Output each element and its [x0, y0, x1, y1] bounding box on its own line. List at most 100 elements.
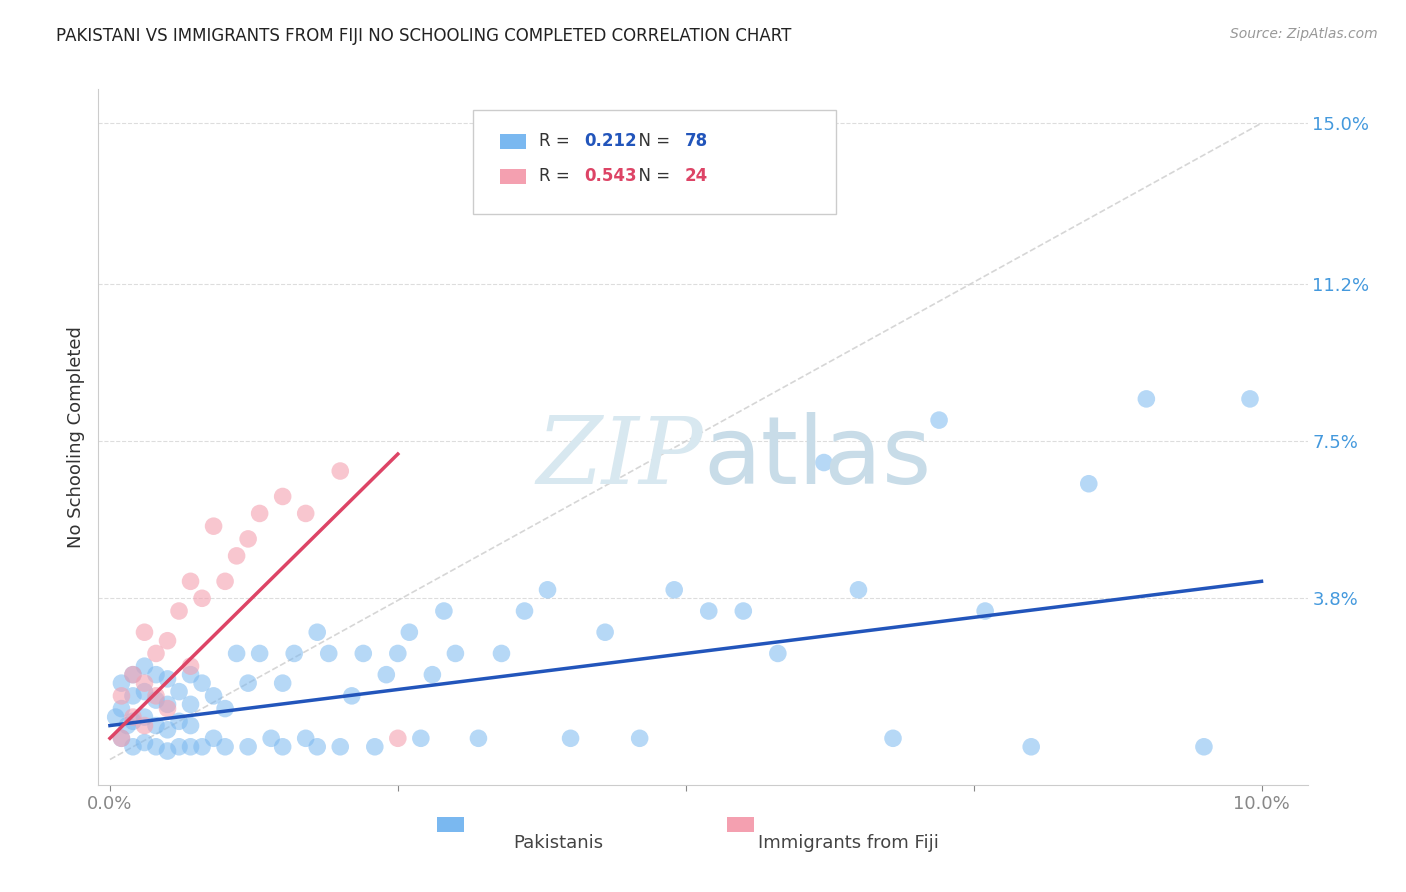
Point: [180, 659, 202, 673]
Point: [156, 744, 179, 758]
Point: [122, 710, 145, 724]
Point: [134, 710, 156, 724]
Point: [167, 739, 190, 754]
Point: [134, 684, 156, 698]
Point: [110, 731, 132, 746]
Point: [180, 718, 202, 732]
Point: [122, 689, 145, 703]
Point: [191, 591, 214, 606]
Point: [236, 676, 259, 690]
Point: [134, 625, 156, 640]
Point: [294, 507, 316, 521]
Point: [271, 490, 294, 504]
FancyBboxPatch shape: [501, 134, 526, 149]
FancyBboxPatch shape: [437, 817, 464, 832]
Point: [191, 739, 214, 754]
Point: [167, 604, 190, 618]
Point: [283, 647, 305, 661]
Text: PAKISTANI VS IMMIGRANTS FROM FIJI NO SCHOOLING COMPLETED CORRELATION CHART: PAKISTANI VS IMMIGRANTS FROM FIJI NO SCH…: [56, 27, 792, 45]
Point: [409, 731, 432, 746]
Point: [422, 667, 444, 681]
Point: [110, 701, 132, 715]
Point: [387, 647, 409, 661]
FancyBboxPatch shape: [727, 817, 754, 832]
Point: [214, 574, 236, 589]
Point: [329, 464, 352, 478]
Point: [156, 698, 179, 712]
Point: [387, 731, 409, 746]
Point: [974, 604, 997, 618]
Point: [444, 647, 467, 661]
Point: [236, 532, 259, 546]
Point: [122, 667, 145, 681]
Point: [491, 647, 513, 661]
Point: [156, 701, 179, 715]
Point: [271, 739, 294, 754]
Point: [145, 689, 167, 703]
Point: [364, 739, 387, 754]
Point: [513, 604, 536, 618]
Point: [156, 633, 179, 648]
Point: [134, 735, 156, 749]
Text: N =: N =: [628, 132, 675, 151]
Point: [307, 739, 329, 754]
Point: [813, 456, 835, 470]
Text: ZIP: ZIP: [536, 413, 703, 503]
Point: [110, 731, 132, 746]
Text: R =: R =: [538, 167, 575, 186]
Point: [122, 714, 145, 729]
Point: [202, 731, 225, 746]
Point: [236, 739, 259, 754]
Point: [375, 667, 398, 681]
Point: [260, 731, 283, 746]
Point: [167, 714, 190, 729]
Point: [145, 667, 167, 681]
Point: [167, 684, 190, 698]
Point: [180, 667, 202, 681]
Point: [214, 739, 236, 754]
Point: [225, 549, 247, 563]
Point: [145, 693, 167, 707]
Point: [145, 647, 167, 661]
Point: [156, 723, 179, 737]
Point: [214, 701, 236, 715]
Point: [766, 647, 789, 661]
Point: [110, 676, 132, 690]
Point: [882, 731, 904, 746]
Text: Immigrants from Fiji: Immigrants from Fiji: [758, 834, 939, 852]
Point: [115, 718, 138, 732]
Point: [1135, 392, 1157, 406]
FancyBboxPatch shape: [474, 110, 837, 214]
Text: 0.543: 0.543: [585, 167, 637, 186]
Point: [134, 659, 156, 673]
Point: [733, 604, 755, 618]
Point: [122, 739, 145, 754]
Point: [180, 574, 202, 589]
Point: [1239, 392, 1261, 406]
Text: 78: 78: [685, 132, 709, 151]
Y-axis label: No Schooling Completed: No Schooling Completed: [66, 326, 84, 548]
Point: [145, 718, 167, 732]
Point: [104, 710, 127, 724]
Point: [433, 604, 456, 618]
Point: [202, 689, 225, 703]
Text: 24: 24: [685, 167, 709, 186]
FancyBboxPatch shape: [501, 169, 526, 184]
Point: [560, 731, 582, 746]
Text: atlas: atlas: [703, 412, 931, 504]
Point: [134, 718, 156, 732]
Point: [398, 625, 420, 640]
Text: N =: N =: [628, 167, 675, 186]
Point: [593, 625, 616, 640]
Point: [1077, 476, 1099, 491]
Point: [697, 604, 720, 618]
Point: [134, 676, 156, 690]
Text: Pakistanis: Pakistanis: [513, 834, 603, 852]
Point: [318, 647, 340, 661]
Point: [329, 739, 352, 754]
Point: [271, 676, 294, 690]
Point: [180, 739, 202, 754]
Text: 0.212: 0.212: [585, 132, 637, 151]
Point: [294, 731, 316, 746]
Point: [156, 672, 179, 686]
